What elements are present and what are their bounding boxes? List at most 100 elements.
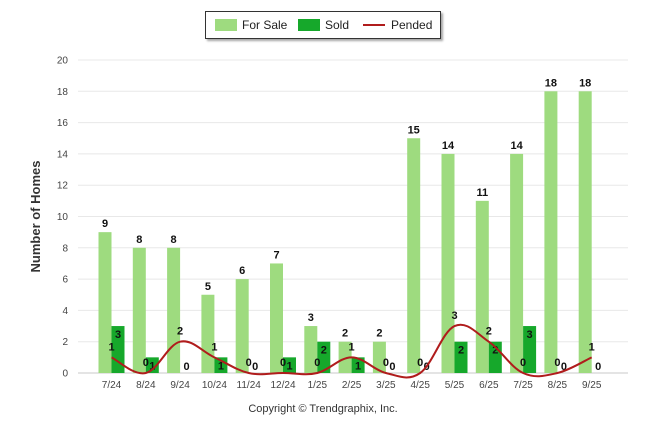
- x-tick-label: 4/25: [410, 380, 430, 391]
- legend-label-for-sale: For Sale: [242, 18, 288, 32]
- for-sale-bar: [201, 294, 215, 373]
- y-tick-label: 18: [57, 87, 69, 98]
- legend-swatch-for-sale: [215, 19, 237, 31]
- pended-value-label: 0: [143, 357, 149, 369]
- x-tick-label: 7/24: [102, 380, 122, 391]
- y-tick-label: 8: [62, 243, 68, 254]
- sold-value-label: 2: [458, 345, 464, 357]
- pended-value-label: 0: [246, 357, 252, 369]
- for-sale-value-label: 18: [579, 77, 591, 89]
- sold-bar: [145, 357, 159, 373]
- sold-bar: [111, 326, 125, 373]
- pended-value-label: 0: [554, 357, 560, 369]
- pended-value-label: 3: [451, 310, 457, 322]
- sold-bar: [351, 357, 365, 373]
- y-tick-label: 6: [62, 275, 68, 286]
- sold-value-label: 0: [252, 361, 258, 373]
- x-tick-label: 9/24: [170, 380, 190, 391]
- y-tick-label: 20: [57, 56, 69, 67]
- x-tick-label: 2/25: [342, 380, 362, 391]
- pended-line: [111, 323, 593, 379]
- for-sale-value-label: 9: [102, 218, 108, 230]
- x-tick-label: 10/24: [202, 380, 227, 391]
- for-sale-bar: [338, 341, 352, 373]
- sold-bar: [283, 357, 296, 373]
- y-tick-label: 12: [57, 181, 69, 192]
- y-tick-label: 16: [57, 118, 69, 129]
- pended-value-label: 2: [486, 326, 492, 338]
- y-tick-label: 0: [62, 369, 68, 380]
- pended-value-label: 1: [349, 341, 355, 353]
- pended-value-label: 0: [314, 357, 320, 369]
- for-sale-bar: [372, 341, 386, 373]
- for-sale-bar: [544, 91, 558, 374]
- x-tick-label: 11/24: [237, 380, 262, 391]
- for-sale-value-label: 3: [308, 312, 314, 324]
- for-sale-value-label: 15: [408, 124, 420, 136]
- sold-bar: [454, 341, 468, 373]
- pended-value-label: 0: [383, 357, 389, 369]
- pended-value-label: 0: [280, 357, 286, 369]
- pended-value-label: 0: [417, 357, 423, 369]
- for-sale-bar: [441, 153, 455, 373]
- x-tick-label: 9/25: [582, 380, 602, 391]
- x-tick-label: 3/25: [376, 380, 396, 391]
- legend: For Sale Sold Pended: [205, 11, 441, 39]
- sold-value-label: 3: [527, 329, 533, 341]
- x-tick-label: 1/25: [308, 380, 328, 391]
- pended-value-label: 0: [520, 357, 526, 369]
- y-axis-title: Number of Homes: [28, 161, 43, 273]
- sold-value-label: 0: [561, 361, 567, 373]
- for-sale-value-label: 8: [136, 234, 142, 246]
- sold-value-label: 0: [184, 361, 190, 373]
- legend-swatch-pended: [363, 24, 385, 26]
- sold-value-label: 1: [286, 360, 292, 372]
- x-tick-label: 5/25: [445, 380, 465, 391]
- sold-value-label: 0: [389, 361, 395, 373]
- x-tick-label: 12/24: [270, 380, 295, 391]
- y-tick-label: 14: [57, 149, 69, 160]
- sold-value-label: 1: [149, 360, 155, 372]
- sold-bar: [523, 326, 537, 373]
- for-sale-bar: [304, 326, 318, 373]
- sold-value-label: 2: [492, 345, 498, 357]
- pended-value-label: 1: [211, 341, 217, 353]
- for-sale-value-label: 14: [442, 140, 455, 152]
- pended-value-label: 1: [108, 341, 114, 353]
- for-sale-bar: [235, 279, 249, 373]
- for-sale-value-label: 2: [376, 328, 382, 340]
- x-tick-label: 7/25: [513, 380, 533, 391]
- for-sale-value-label: 18: [545, 77, 557, 89]
- for-sale-value-label: 8: [171, 234, 177, 246]
- for-sale-value-label: 7: [273, 249, 279, 261]
- sold-value-label: 1: [355, 360, 361, 372]
- legend-label-sold: Sold: [325, 18, 350, 32]
- for-sale-value-label: 11: [476, 187, 488, 199]
- for-sale-bar: [167, 247, 181, 373]
- for-sale-value-label: 14: [510, 140, 523, 152]
- x-tick-label: 6/25: [479, 380, 499, 391]
- pended-value-label: 2: [177, 326, 183, 338]
- sold-value-label: 0: [595, 361, 601, 373]
- for-sale-value-label: 6: [239, 265, 245, 277]
- for-sale-bar: [510, 153, 524, 373]
- pended-value-label: 1: [589, 341, 595, 353]
- for-sale-bar: [475, 200, 489, 373]
- sold-value-label: 1: [218, 360, 224, 372]
- sold-value-label: 3: [115, 329, 121, 341]
- y-tick-label: 10: [57, 212, 69, 223]
- copyright-text: Copyright © Trendgraphix, Inc.: [248, 403, 398, 415]
- x-tick-label: 8/25: [548, 380, 568, 391]
- x-tick-label: 8/24: [136, 380, 156, 391]
- for-sale-value-label: 5: [205, 281, 211, 293]
- legend-label-pended: Pended: [391, 18, 433, 32]
- sold-bar: [317, 341, 331, 373]
- sold-value-label: 2: [321, 345, 327, 357]
- for-sale-bar: [270, 263, 283, 373]
- for-sale-bar: [578, 91, 592, 374]
- for-sale-value-label: 2: [342, 328, 348, 340]
- legend-swatch-sold: [298, 19, 320, 31]
- for-sale-bar: [98, 232, 112, 373]
- for-sale-bar: [132, 247, 146, 373]
